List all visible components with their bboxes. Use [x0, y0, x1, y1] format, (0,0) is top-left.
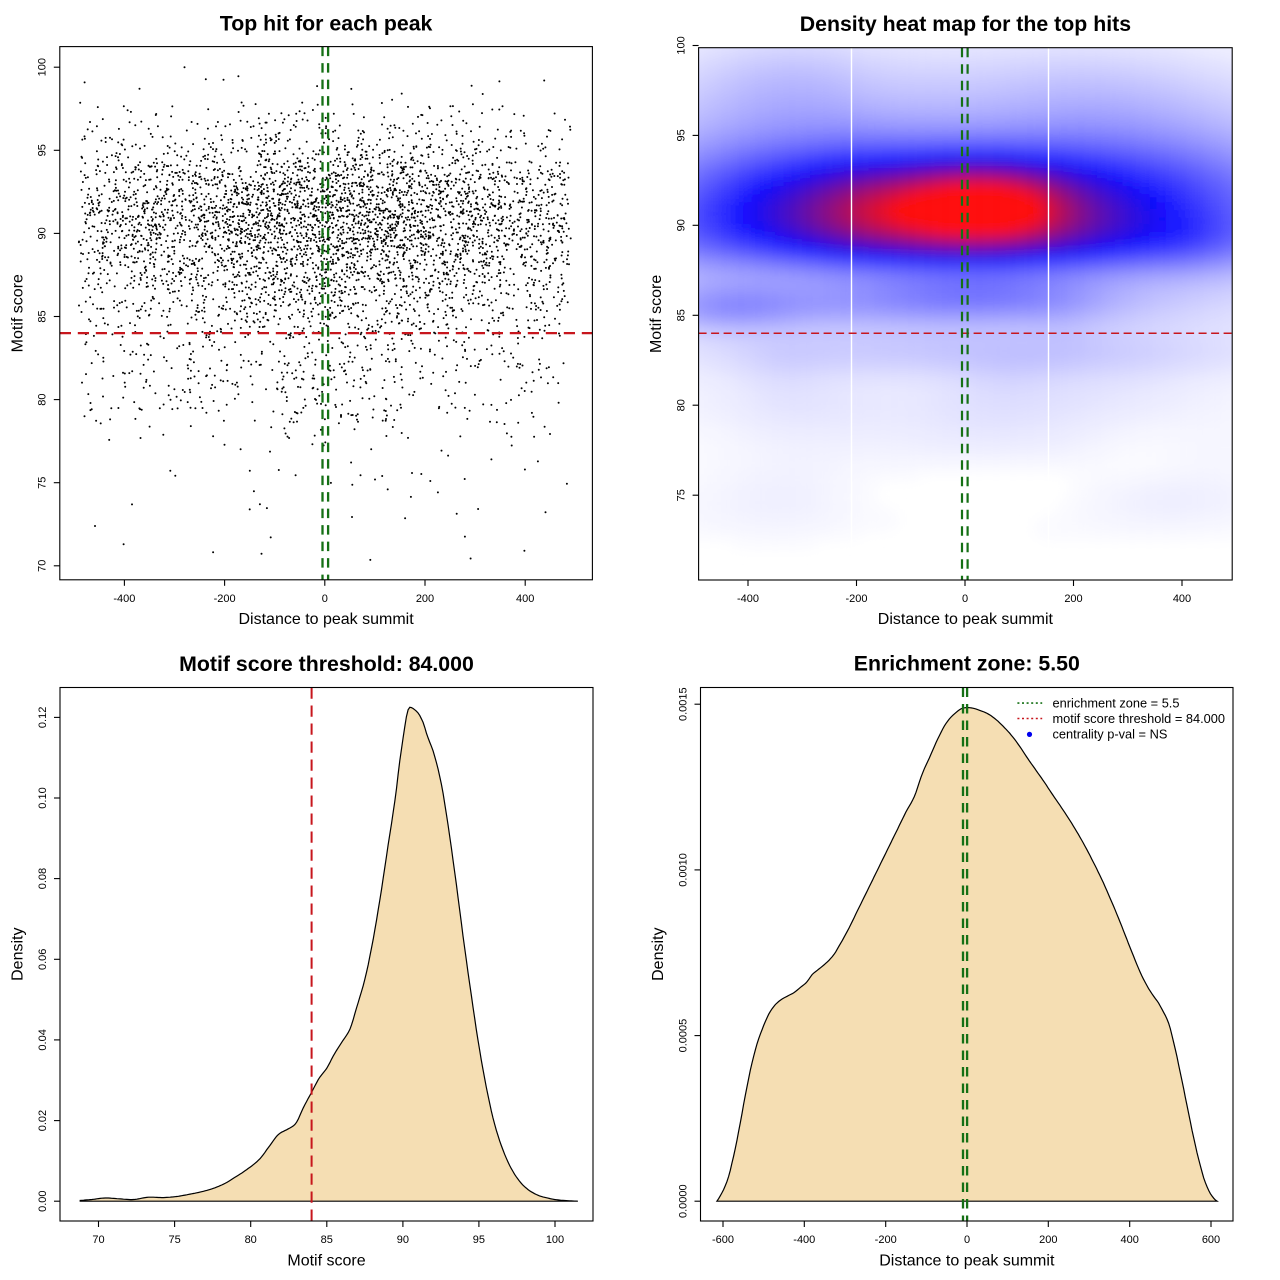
svg-text:0.0010: 0.0010 — [677, 853, 689, 887]
svg-text:95: 95 — [675, 129, 687, 141]
svg-text:200: 200 — [416, 593, 434, 605]
svg-text:75: 75 — [675, 489, 687, 501]
svg-text:70: 70 — [92, 1234, 104, 1246]
svg-text:Density: Density — [650, 928, 667, 981]
svg-text:70: 70 — [37, 560, 49, 572]
svg-text:Motif score threshold: 84.000: Motif score threshold: 84.000 — [179, 652, 474, 676]
svg-text:90: 90 — [37, 227, 49, 239]
svg-text:Distance to peak summit: Distance to peak summit — [878, 611, 1054, 628]
svg-text:Density heat map for the top h: Density heat map for the top hits — [800, 12, 1131, 36]
svg-text:400: 400 — [1173, 593, 1191, 605]
svg-text:0.00: 0.00 — [37, 1190, 49, 1211]
svg-text:80: 80 — [245, 1234, 257, 1246]
svg-text:100: 100 — [546, 1234, 564, 1246]
svg-text:0.04: 0.04 — [37, 1029, 49, 1050]
svg-text:0: 0 — [964, 1234, 970, 1246]
svg-text:0.0000: 0.0000 — [677, 1184, 689, 1218]
svg-text:Distance to peak summit: Distance to peak summit — [879, 1252, 1055, 1269]
svg-text:85: 85 — [37, 310, 49, 322]
svg-text:Density: Density — [9, 928, 26, 981]
svg-text:-400: -400 — [737, 593, 759, 605]
svg-text:-200: -200 — [875, 1234, 897, 1246]
svg-text:80: 80 — [37, 393, 49, 405]
svg-text:-200: -200 — [214, 593, 236, 605]
svg-text:85: 85 — [321, 1234, 333, 1246]
svg-text:200: 200 — [1039, 1234, 1057, 1246]
svg-text:95: 95 — [473, 1234, 485, 1246]
svg-text:0.02: 0.02 — [37, 1110, 49, 1131]
svg-text:0.06: 0.06 — [37, 949, 49, 970]
svg-text:-400: -400 — [793, 1234, 815, 1246]
svg-text:200: 200 — [1064, 593, 1082, 605]
svg-text:75: 75 — [37, 477, 49, 489]
svg-text:90: 90 — [675, 219, 687, 231]
svg-text:80: 80 — [675, 399, 687, 411]
svg-text:75: 75 — [168, 1234, 180, 1246]
svg-text:90: 90 — [397, 1234, 409, 1246]
svg-text:motif score threshold = 84.000: motif score threshold = 84.000 — [1053, 711, 1226, 726]
svg-text:85: 85 — [675, 309, 687, 321]
svg-text:-600: -600 — [712, 1234, 734, 1246]
svg-text:0.12: 0.12 — [37, 707, 49, 728]
svg-text:centrality p-val = NS: centrality p-val = NS — [1053, 727, 1168, 742]
svg-text:0: 0 — [322, 593, 328, 605]
svg-text:enrichment zone = 5.5: enrichment zone = 5.5 — [1053, 695, 1180, 710]
svg-text:Motif score: Motif score — [287, 1252, 365, 1269]
svg-text:0.10: 0.10 — [37, 787, 49, 808]
svg-text:400: 400 — [516, 593, 534, 605]
svg-text:0.08: 0.08 — [37, 868, 49, 889]
svg-text:600: 600 — [1202, 1234, 1220, 1246]
svg-text:0.0015: 0.0015 — [677, 687, 689, 721]
svg-text:Motif score: Motif score — [648, 275, 665, 353]
svg-text:Distance to peak summit: Distance to peak summit — [239, 611, 415, 628]
svg-text:0.0005: 0.0005 — [677, 1019, 689, 1053]
svg-text:400: 400 — [1121, 1234, 1139, 1246]
svg-text:100: 100 — [37, 58, 49, 76]
svg-text:-200: -200 — [845, 593, 867, 605]
svg-text:Motif score: Motif score — [9, 274, 26, 352]
svg-text:Top hit for each peak: Top hit for each peak — [220, 12, 433, 36]
svg-text:95: 95 — [37, 144, 49, 156]
svg-text:100: 100 — [675, 36, 687, 54]
svg-text:-400: -400 — [113, 593, 135, 605]
svg-text:Enrichment zone: 5.50: Enrichment zone: 5.50 — [854, 652, 1080, 676]
svg-text:0: 0 — [962, 593, 968, 605]
